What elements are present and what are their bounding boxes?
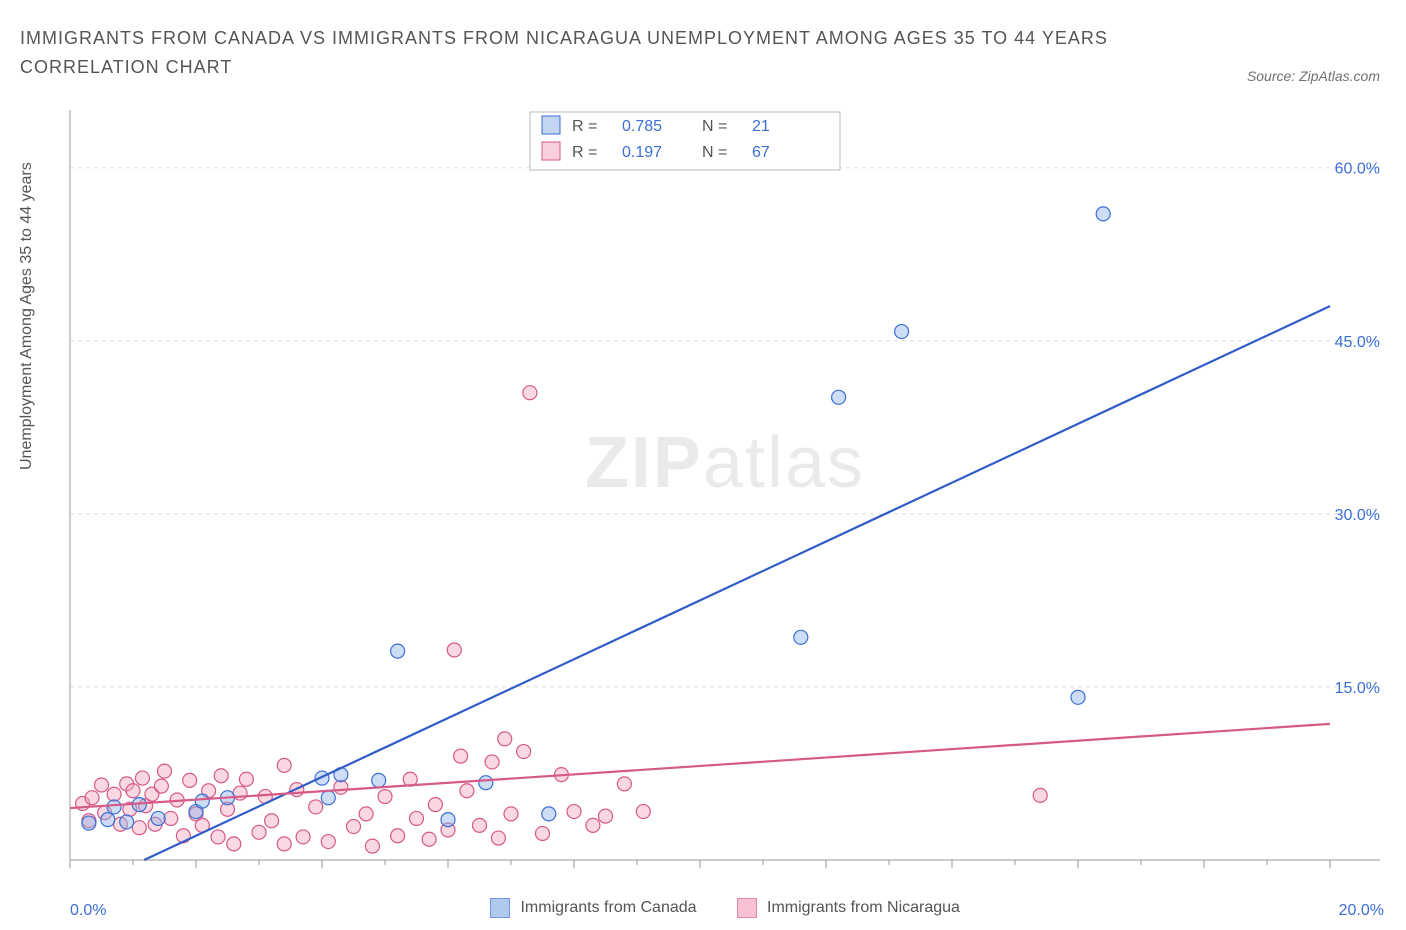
legend-item-canada: Immigrants from Canada [490,898,697,918]
page-title: IMMIGRANTS FROM CANADA VS IMMIGRANTS FRO… [20,24,1226,82]
svg-text:0.197: 0.197 [622,144,662,161]
svg-text:45.0%: 45.0% [1335,334,1380,351]
svg-text:R =: R = [572,144,597,161]
svg-text:21: 21 [752,118,770,135]
source-citation: Source: ZipAtlas.com [1247,68,1380,84]
svg-text:60.0%: 60.0% [1335,161,1380,178]
legend-swatch-canada [490,898,510,918]
legend-label-canada: Immigrants from Canada [520,899,696,916]
chart-container: 15.0% 30.0% 45.0% 60.0% R = 0.785 N = 21 R = 0.19… [60,100,1390,890]
y-axis-label: Unemployment Among Ages 35 to 44 years [18,162,36,470]
svg-text:0.785: 0.785 [622,118,662,135]
legend-label-nicaragua: Immigrants from Nicaragua [767,899,960,916]
legend-swatch-nicaragua [737,898,757,918]
svg-text:67: 67 [752,144,770,161]
legend-item-nicaragua: Immigrants from Nicaragua [737,898,960,918]
bottom-legend: Immigrants from Canada Immigrants from N… [60,898,1390,918]
svg-text:R =: R = [572,118,597,135]
svg-text:N =: N = [702,144,727,161]
svg-text:15.0%: 15.0% [1335,680,1380,697]
svg-text:30.0%: 30.0% [1335,507,1380,524]
svg-text:N =: N = [702,118,727,135]
scatter-chart: 15.0% 30.0% 45.0% 60.0% R = 0.785 N = 21 R = 0.19… [60,100,1390,890]
